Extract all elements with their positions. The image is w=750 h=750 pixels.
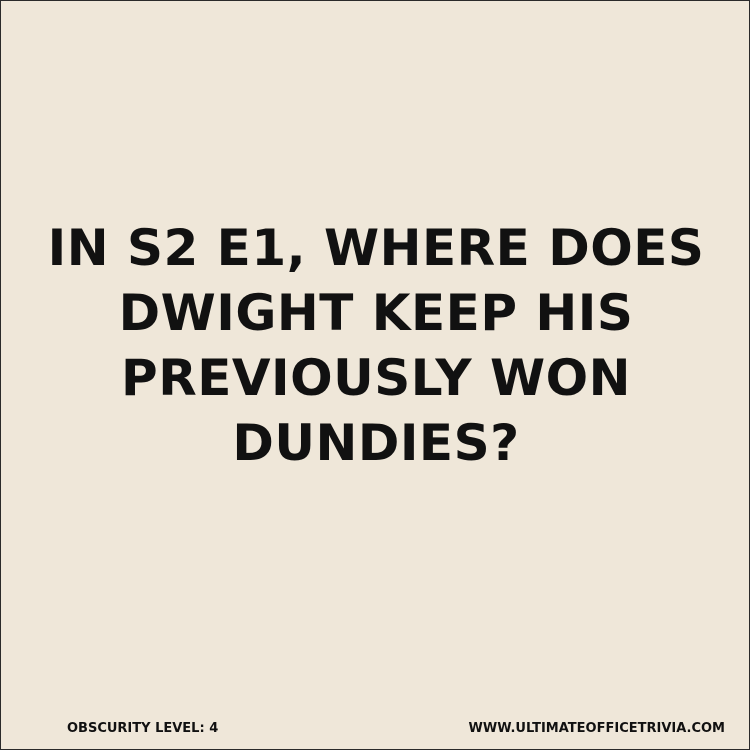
question-line-2: DWIGHT KEEP HIS: [118, 284, 634, 342]
question-text: IN S2 E1, WHERE DOES DWIGHT KEEP HIS PRE…: [1, 216, 750, 476]
question-line-1: IN S2 E1, WHERE DOES: [47, 219, 705, 277]
obscurity-level: OBSCURITY LEVEL: 4: [67, 721, 219, 736]
question-line-3: PREVIOUSLY WON: [121, 349, 631, 407]
question-line-4: DUNDIES?: [232, 414, 520, 472]
website-url: WWW.ULTIMATEOFFICETRIVIA.COM: [468, 721, 725, 736]
